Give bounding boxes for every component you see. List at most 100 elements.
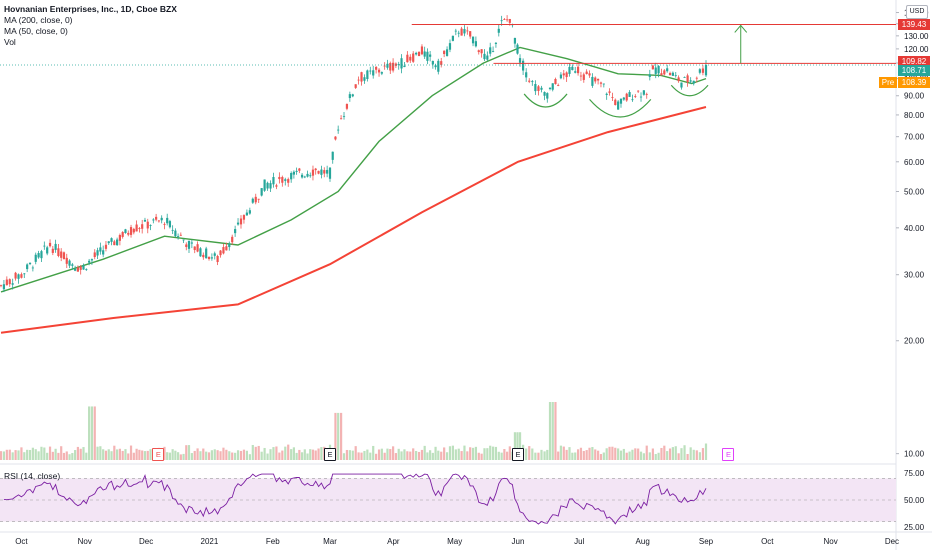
candle-body xyxy=(113,241,116,246)
volume-bar xyxy=(571,452,574,460)
volume-bar xyxy=(85,452,88,460)
price-axis-label: 10.00 xyxy=(904,450,925,459)
volume-bar xyxy=(622,448,625,460)
candle-body xyxy=(185,244,188,247)
candle-body xyxy=(320,169,323,175)
chart-title[interactable]: Hovnanian Enterprises, Inc., 1D, Cboe BZ… xyxy=(4,4,177,14)
volume-bar xyxy=(471,447,475,460)
volume-bar xyxy=(245,450,248,460)
candle-body xyxy=(543,92,546,96)
volume-bar xyxy=(54,448,57,460)
volume-bar xyxy=(202,448,205,460)
indicator-ma200[interactable]: MA (200, close, 0) xyxy=(4,15,73,25)
candle-body xyxy=(471,36,475,44)
time-axis-label: Dec xyxy=(885,537,899,546)
candle-body xyxy=(281,177,284,183)
volume-bar xyxy=(403,449,406,460)
candle-body xyxy=(480,49,483,54)
volume-bar xyxy=(300,452,304,460)
price-axis-label: 50.00 xyxy=(904,187,925,196)
candle-body xyxy=(228,243,231,248)
volume-bar xyxy=(62,452,66,460)
candle-body xyxy=(300,174,304,178)
volume-bar xyxy=(489,445,492,460)
candle-body xyxy=(28,262,32,265)
time-axis-label: May xyxy=(447,537,462,546)
candle-body xyxy=(559,74,563,79)
volume-bar xyxy=(82,447,85,460)
volume-bar xyxy=(657,452,660,460)
candle-body xyxy=(257,198,260,200)
candle-body xyxy=(351,94,354,97)
volume-bar xyxy=(654,454,657,460)
indicator-ma50[interactable]: MA (50, close, 0) xyxy=(4,26,68,36)
volume-bar xyxy=(400,451,403,460)
volume-bar xyxy=(337,412,340,460)
candle-body xyxy=(146,221,149,229)
candle-body xyxy=(116,239,119,246)
head-arc xyxy=(589,99,652,118)
volume-bar xyxy=(287,444,290,460)
candle-body xyxy=(272,177,275,185)
candle-body xyxy=(182,239,185,241)
candle-body xyxy=(565,72,568,78)
candle-body xyxy=(234,229,237,234)
volume-bar xyxy=(602,452,605,460)
volume-bar xyxy=(254,446,257,460)
volume-bar xyxy=(272,447,275,460)
volume-bar xyxy=(110,451,113,460)
candle-body xyxy=(698,69,701,73)
candle-body xyxy=(383,65,386,67)
earnings-badge[interactable]: E xyxy=(324,448,336,461)
rsi-title[interactable]: RSI (14, close) xyxy=(4,471,61,481)
candle-body xyxy=(93,252,96,258)
volume-bar xyxy=(637,448,640,460)
volume-bar xyxy=(648,452,651,460)
candle-body xyxy=(588,73,591,76)
volume-bar xyxy=(129,445,133,460)
volume-bar xyxy=(205,451,208,460)
candle-body xyxy=(528,80,531,82)
candle-body xyxy=(34,254,37,262)
earnings-badge[interactable]: E xyxy=(152,448,165,461)
candle-body xyxy=(451,35,455,41)
candle-body xyxy=(548,87,552,90)
volume-bar xyxy=(380,448,383,460)
candle-body xyxy=(375,66,378,70)
rsi-axis-label: 25.00 xyxy=(904,523,925,532)
candle-body xyxy=(602,83,605,85)
volume-bar xyxy=(187,445,191,460)
candle-body xyxy=(434,65,437,68)
candle-body xyxy=(278,176,281,180)
candle-body xyxy=(317,170,320,174)
time-axis-label: Sep xyxy=(699,537,714,546)
time-axis-label: Oct xyxy=(15,537,28,546)
time-axis-label: Oct xyxy=(761,537,774,546)
volume-bar xyxy=(409,451,412,460)
volume-bar xyxy=(231,452,234,460)
candle-body xyxy=(110,238,113,242)
earnings-badge[interactable]: E xyxy=(722,448,735,461)
rsi-axis-label: 50.00 xyxy=(904,496,925,505)
earnings-badge[interactable]: E xyxy=(512,448,524,461)
candle-body xyxy=(20,274,23,278)
volume-bar xyxy=(508,446,511,460)
volume-bar xyxy=(559,445,563,460)
volume-bar xyxy=(597,450,600,460)
currency-button[interactable]: USD xyxy=(906,5,928,19)
candle-body xyxy=(149,225,152,226)
candle-body xyxy=(605,93,608,95)
candle-body xyxy=(311,169,315,176)
volume-bar xyxy=(483,448,486,460)
candle-body xyxy=(107,241,110,244)
volume-bar xyxy=(143,451,147,460)
indicator-volume[interactable]: Vol xyxy=(4,37,16,47)
volume-bar xyxy=(677,453,680,460)
candle-body xyxy=(284,179,287,181)
candle-body xyxy=(551,83,554,90)
candle-body xyxy=(121,232,124,237)
candle-body xyxy=(143,219,147,222)
candle-body xyxy=(99,247,102,252)
